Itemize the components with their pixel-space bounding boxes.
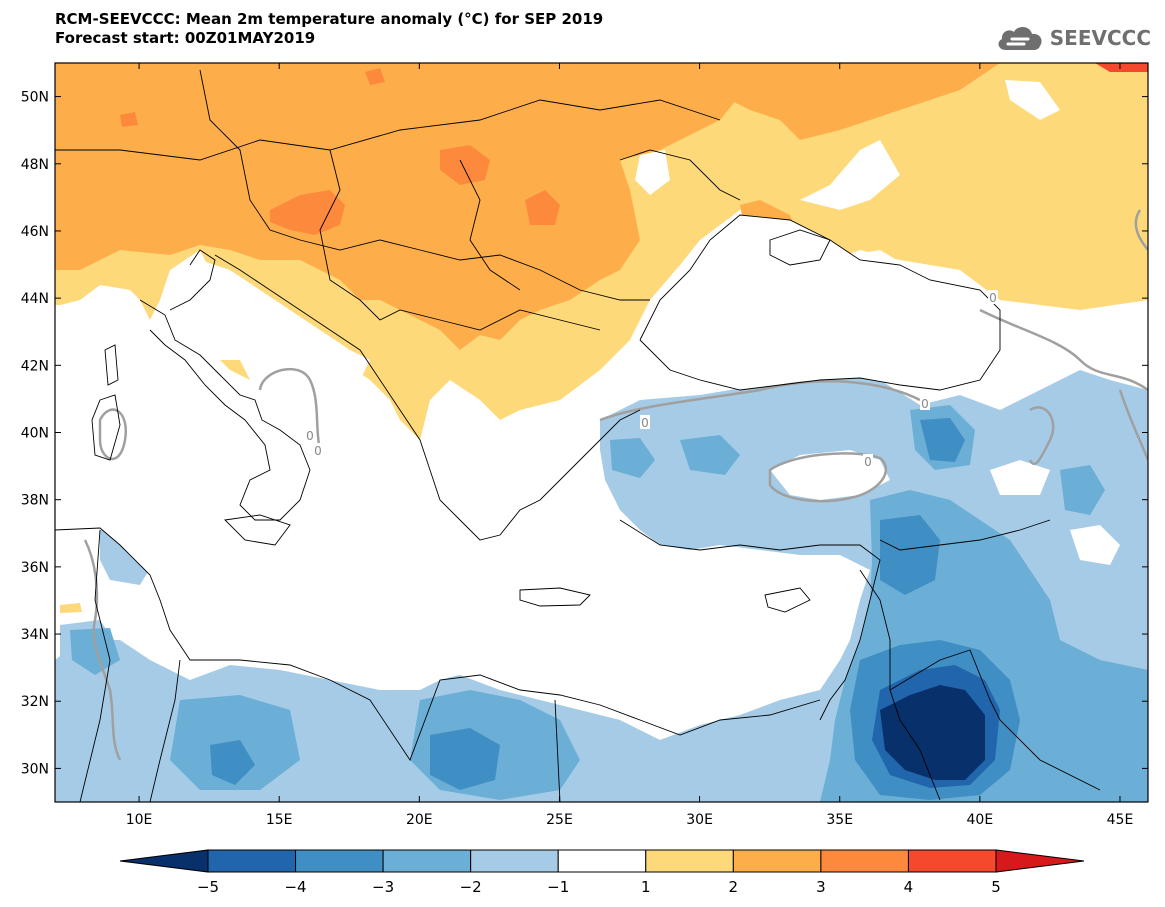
contour-label-bg bbox=[920, 396, 930, 410]
colorbar-label: −2 bbox=[460, 878, 482, 896]
warm-area-2to3 bbox=[55, 63, 740, 350]
lat-tick-label: 30N bbox=[21, 761, 49, 777]
colorbar-label: −4 bbox=[284, 878, 306, 896]
logo-text: SEEVCCC bbox=[1049, 26, 1151, 50]
coastlines-borders bbox=[55, 69, 1101, 802]
colorbar-segment bbox=[820, 849, 909, 873]
colorbar-label: −3 bbox=[372, 878, 394, 896]
colorbar-segment bbox=[470, 849, 559, 873]
lon-tick-label: 20E bbox=[406, 812, 433, 828]
lat-tick-label: 40N bbox=[21, 426, 49, 442]
lon-tick-label: 15E bbox=[266, 812, 293, 828]
lat-tick-label: 38N bbox=[21, 493, 49, 509]
cool-area-3to4 bbox=[880, 515, 940, 595]
lat-tick-label: 48N bbox=[21, 157, 49, 173]
black-sea bbox=[640, 215, 1000, 390]
lon-tick-label: 30E bbox=[686, 812, 713, 828]
lat-tick-label: 44N bbox=[21, 291, 49, 307]
lat-tick-label: 34N bbox=[21, 627, 49, 643]
lat-tick-label: 42N bbox=[21, 358, 49, 374]
colorbar-segment bbox=[732, 849, 822, 873]
colorbar-segment bbox=[645, 849, 734, 873]
contour-label: 0 bbox=[641, 416, 649, 430]
lat-tick-label: 36N bbox=[21, 560, 49, 576]
colorbar-label: 2 bbox=[729, 878, 739, 896]
anomaly-field bbox=[55, 63, 1148, 802]
colorbar-segment bbox=[907, 849, 997, 873]
colorbar: −5 −4 −3 −2 −1 1 2 3 4 5 bbox=[119, 849, 1085, 896]
lat-tick-label: 50N bbox=[21, 90, 49, 106]
contour-label-bg bbox=[305, 428, 315, 442]
contour-label: 0 bbox=[921, 397, 929, 411]
contour-label: 0 bbox=[314, 444, 322, 458]
colorbar-max-arrow bbox=[995, 849, 1085, 873]
lat-tick-label: 46N bbox=[21, 224, 49, 240]
colorbar-label: −1 bbox=[547, 878, 569, 896]
colorbar-min-arrow bbox=[119, 849, 209, 873]
contour-label-bg bbox=[863, 454, 873, 468]
colorbar-label: 3 bbox=[816, 878, 826, 896]
contour-label-bg bbox=[313, 443, 323, 457]
map-title: RCM-SEEVCCC: Mean 2m temperature anomaly… bbox=[55, 10, 604, 28]
colorbar-segment bbox=[557, 849, 647, 873]
warm-area-3to4 bbox=[270, 190, 345, 235]
colorbar-segment bbox=[295, 849, 384, 873]
lon-tick-label: 25E bbox=[546, 812, 573, 828]
zero-contours bbox=[83, 209, 1148, 761]
lon-tick-label: 40E bbox=[967, 812, 994, 828]
contour-label-bg bbox=[988, 290, 998, 304]
contour-label-bg bbox=[640, 415, 650, 429]
colorbar-label: −5 bbox=[197, 878, 219, 896]
axis-ticks: 10E 15E 20E 25E 30E 35E 40E 45E 30N 32N 34N 36N 38N 4… bbox=[21, 63, 1148, 828]
lon-tick-label: 35E bbox=[826, 812, 853, 828]
seevccc-logo: SEEVCCC bbox=[994, 22, 1151, 54]
contour-label: 0 bbox=[864, 455, 872, 469]
lon-tick-label: 45E bbox=[1107, 812, 1134, 828]
colorbar-segment bbox=[207, 849, 297, 873]
colorbar-segment bbox=[382, 849, 472, 873]
cool-area-below5 bbox=[880, 685, 985, 780]
colorbar-label: 5 bbox=[991, 878, 1001, 896]
colorbar-label: 4 bbox=[904, 878, 914, 896]
forecast-start: Forecast start: 00Z01MAY2019 bbox=[55, 29, 316, 47]
contour-label: 0 bbox=[989, 291, 997, 305]
contour-label: 0 bbox=[306, 429, 314, 443]
lat-tick-label: 32N bbox=[21, 694, 49, 710]
lon-tick-label: 10E bbox=[126, 812, 153, 828]
colorbar-label: 1 bbox=[641, 878, 651, 896]
cloud-icon bbox=[998, 26, 1042, 50]
